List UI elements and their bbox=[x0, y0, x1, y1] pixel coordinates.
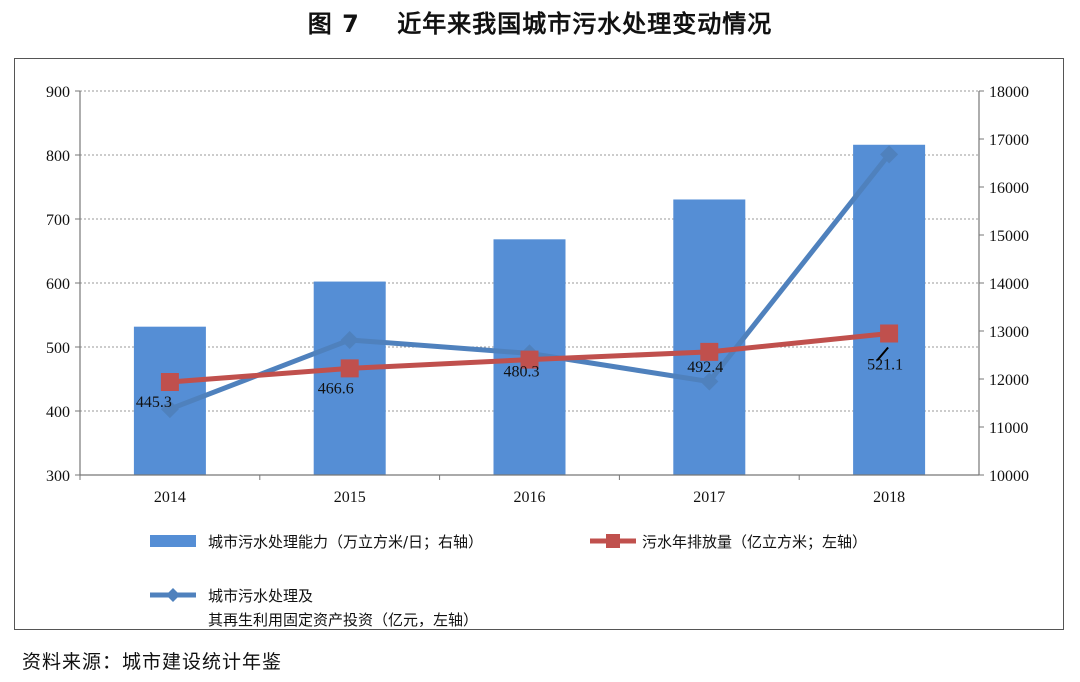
grid-lines bbox=[80, 90, 979, 412]
lines bbox=[160, 145, 899, 419]
legend-emission-label: 污水年排放量（亿立方米；左轴） bbox=[642, 533, 867, 551]
legend-investment-marker bbox=[166, 588, 180, 602]
bars bbox=[133, 144, 926, 476]
legend-bar-label: 城市污水处理能力（万立方米/日；右轴） bbox=[208, 533, 483, 551]
emission-data-label: 521.1 bbox=[867, 356, 903, 373]
left-tick-label: 800 bbox=[46, 148, 70, 165]
x-tick-label: 2016 bbox=[514, 489, 546, 506]
figure-title: 图 7 近年来我国城市污水处理变动情况 bbox=[307, 10, 773, 38]
left-tick-label: 600 bbox=[46, 276, 70, 293]
right-tick-label: 16000 bbox=[989, 180, 1029, 197]
right-tick-label: 18000 bbox=[989, 84, 1029, 101]
legend: 城市污水处理能力（万立方米/日；右轴） 污水年排放量（亿立方米；左轴） 城市污水处理… bbox=[150, 533, 867, 629]
left-tick-label: 700 bbox=[46, 212, 70, 229]
x-tick-label: 2015 bbox=[334, 489, 366, 506]
emission-point bbox=[340, 359, 359, 378]
chart: 300 400 500 600 700 800 900 10000 11000 12000 1300… bbox=[46, 84, 1029, 629]
right-tick-label: 12000 bbox=[989, 372, 1029, 389]
investment-point bbox=[700, 372, 719, 391]
investment-point bbox=[880, 145, 899, 164]
source-note: 资料来源：城市建设统计年鉴 bbox=[22, 651, 283, 673]
bar bbox=[313, 281, 386, 475]
right-tick-label: 13000 bbox=[989, 324, 1029, 341]
emission-data-label: 466.6 bbox=[318, 380, 354, 397]
emission-data-label: 492.4 bbox=[687, 359, 723, 376]
x-tick-label: 2014 bbox=[154, 489, 186, 506]
data-label-leader bbox=[876, 346, 889, 362]
left-tick-label: 900 bbox=[46, 84, 70, 101]
x-tick-label: 2017 bbox=[693, 489, 725, 506]
x-tick-label: 2018 bbox=[873, 489, 905, 506]
investment-point bbox=[340, 330, 359, 349]
legend-bar-swatch bbox=[150, 535, 196, 547]
legend-investment-label-line1: 城市污水处理及 bbox=[208, 587, 313, 605]
data-labels: 445.3 466.6 480.3 492.4 521.1 bbox=[136, 346, 903, 411]
axes: 300 400 500 600 700 800 900 10000 11000 12000 1300… bbox=[46, 84, 1029, 506]
bar bbox=[853, 144, 926, 475]
emission-point bbox=[880, 324, 899, 343]
legend-emission-marker bbox=[606, 534, 620, 548]
emission-data-label: 445.3 bbox=[136, 394, 172, 411]
right-tick-label: 14000 bbox=[989, 276, 1029, 293]
right-tick-label: 15000 bbox=[989, 228, 1029, 245]
chart-frame bbox=[14, 58, 1064, 630]
emission-data-label: 480.3 bbox=[504, 364, 540, 381]
emission-point bbox=[520, 350, 539, 369]
right-tick-label: 11000 bbox=[989, 420, 1028, 437]
right-tick-label: 10000 bbox=[989, 468, 1029, 485]
left-tick-label: 300 bbox=[46, 468, 70, 485]
bar bbox=[673, 199, 746, 476]
emission-point bbox=[700, 342, 719, 361]
emission-point bbox=[160, 373, 179, 392]
right-tick-label: 17000 bbox=[989, 132, 1029, 149]
legend-investment-label-line2: 其再生利用固定资产投资（亿元，左轴） bbox=[208, 611, 478, 629]
left-tick-label: 400 bbox=[46, 404, 70, 421]
left-tick-label: 500 bbox=[46, 340, 70, 357]
investment-point bbox=[160, 400, 179, 419]
